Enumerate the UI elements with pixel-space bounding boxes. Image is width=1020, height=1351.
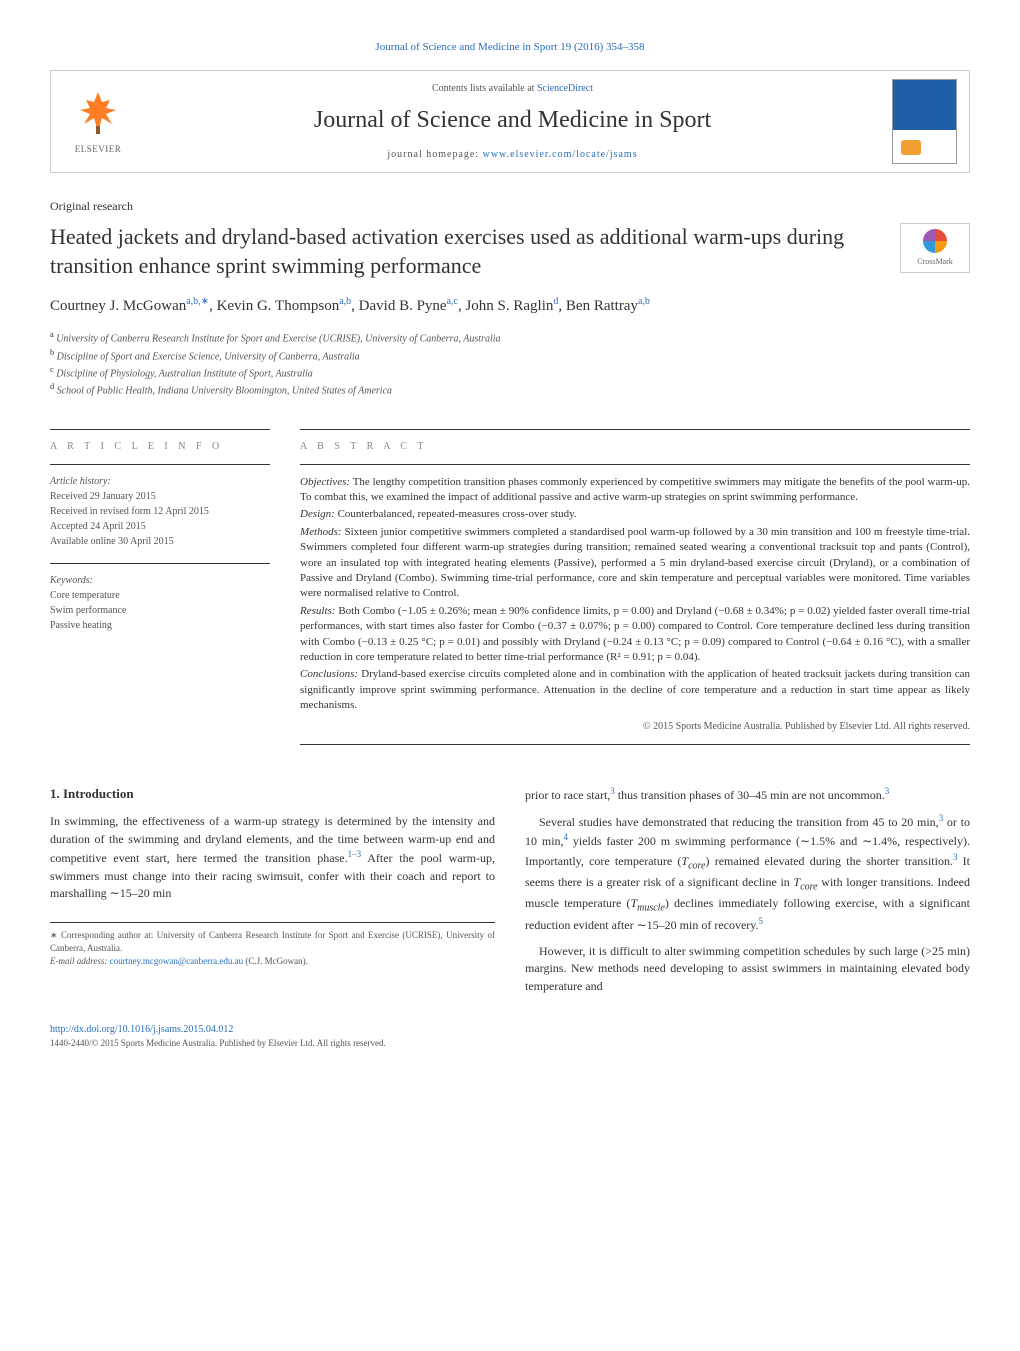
abstract-heading: a b s t r a c t — [300, 440, 970, 454]
crossmark-badge[interactable]: CrossMark — [900, 223, 970, 273]
abstract-copyright: © 2015 Sports Medicine Australia. Publis… — [300, 720, 970, 734]
author-5-affil: a,b — [638, 296, 650, 307]
author-2-affil: a,b — [339, 296, 351, 307]
email-label: E-mail address: — [50, 956, 107, 966]
contents-prefix: Contents lists available at — [432, 83, 537, 94]
online-date: Available online 30 April 2015 — [50, 534, 270, 549]
journal-cover-thumbnail — [892, 79, 957, 164]
issn-copyright: 1440-2440/© 2015 Sports Medicine Austral… — [50, 1037, 970, 1050]
abs-objectives-label: Objectives: — [300, 476, 350, 488]
p2b: thus transition phases of 30–45 min are … — [615, 788, 885, 802]
abs-design-label: Design: — [300, 508, 335, 520]
journal-name: Journal of Science and Medicine in Sport — [133, 104, 892, 138]
author-2: Kevin G. Thompson — [217, 298, 340, 314]
elsevier-tree-icon — [76, 88, 120, 143]
tcore-sub: core — [688, 860, 705, 871]
corr-text: Corresponding author at: University of C… — [50, 930, 495, 953]
p3a: Several studies have demonstrated that r… — [539, 815, 939, 829]
p3d: ) remained elevated during the shorter t… — [706, 854, 953, 868]
journal-citation: Journal of Science and Medicine in Sport… — [50, 40, 970, 55]
tcore-sub-2: core — [800, 881, 817, 892]
corresponding-author-footnote: ∗ Corresponding author at: University of… — [50, 922, 495, 967]
article-info-panel: a r t i c l e i n f o Article history: R… — [50, 419, 270, 755]
author-4-affil: d — [553, 296, 558, 307]
abs-conclusions: Dryland-based exercise circuits complete… — [300, 668, 970, 711]
crossmark-label: CrossMark — [917, 256, 953, 267]
affiliation-a: University of Canberra Research Institut… — [56, 334, 500, 345]
body-two-column: 1. Introduction In swimming, the effecti… — [50, 785, 970, 1003]
keyword-3: Passive heating — [50, 618, 270, 633]
ref-5[interactable]: 5 — [759, 916, 764, 926]
journal-homepage-line: journal homepage: www.elsevier.com/locat… — [133, 148, 892, 162]
revised-date: Received in revised form 12 April 2015 — [50, 504, 270, 519]
journal-masthead: ELSEVIER Contents lists available at Sci… — [50, 70, 970, 173]
elsevier-logo: ELSEVIER — [63, 82, 133, 162]
accepted-date: Accepted 24 April 2015 — [50, 519, 270, 534]
abs-design: Counterbalanced, repeated-measures cross… — [338, 508, 577, 520]
tmuscle-sub: muscle — [637, 902, 665, 913]
history-label: Article history: — [50, 475, 270, 489]
affiliation-d: School of Public Health, Indiana Univers… — [57, 386, 392, 397]
author-1: Courtney J. McGowan — [50, 298, 186, 314]
sciencedirect-link[interactable]: ScienceDirect — [537, 83, 593, 94]
left-column: 1. Introduction In swimming, the effecti… — [50, 785, 495, 1003]
affiliation-list: a University of Canberra Research Instit… — [50, 329, 970, 398]
affiliation-b: Discipline of Sport and Exercise Science… — [57, 351, 360, 362]
email-who: (C.J. McGowan). — [245, 956, 308, 966]
doi-link[interactable]: http://dx.doi.org/10.1016/j.jsams.2015.0… — [50, 1023, 970, 1037]
p4: However, it is difficult to alter swimmi… — [525, 944, 970, 993]
affiliation-c: Discipline of Physiology, Australian Ins… — [56, 368, 313, 379]
article-info-heading: a r t i c l e i n f o — [50, 440, 270, 454]
author-5: Ben Rattray — [566, 298, 638, 314]
received-date: Received 29 January 2015 — [50, 489, 270, 504]
abs-conclusions-label: Conclusions: — [300, 668, 358, 680]
elsevier-label: ELSEVIER — [75, 143, 122, 156]
author-list: Courtney J. McGowana,b,∗, Kevin G. Thomp… — [50, 295, 970, 317]
right-column: prior to race start, 3 thus transition ph… — [525, 785, 970, 1003]
abs-results-label: Results: — [300, 605, 335, 617]
crossmark-icon — [923, 229, 947, 253]
intro-ref-1-3[interactable]: 1–3 — [348, 849, 362, 859]
keywords-label: Keywords: — [50, 574, 270, 588]
author-3-affil: a,c — [447, 296, 458, 307]
keyword-2: Swim performance — [50, 603, 270, 618]
p2a: prior to race start, — [525, 788, 610, 802]
corresponding-email-link[interactable]: courtney.mcgowan@canberra.edu.au — [110, 956, 243, 966]
abs-methods-label: Methods: — [300, 526, 342, 538]
intro-heading: 1. Introduction — [50, 785, 495, 804]
keyword-1: Core temperature — [50, 588, 270, 603]
abstract-panel: a b s t r a c t Objectives: The lengthy … — [300, 419, 970, 755]
corr-marker: ∗ — [50, 930, 58, 940]
ref-3b[interactable]: 3 — [885, 786, 890, 796]
author-3: David B. Pyne — [359, 298, 447, 314]
author-4: John S. Raglin — [465, 298, 553, 314]
journal-homepage-link[interactable]: www.elsevier.com/locate/jsams — [483, 149, 638, 160]
abs-objectives: The lengthy competition transition phase… — [300, 476, 970, 503]
article-type: Original research — [50, 198, 970, 215]
homepage-prefix: journal homepage: — [387, 149, 482, 160]
author-1-affil: a,b,∗ — [186, 296, 209, 307]
abs-results: Both Combo (−1.05 ± 0.26%; mean ± 90% co… — [300, 605, 970, 663]
contents-available-line: Contents lists available at ScienceDirec… — [133, 82, 892, 96]
article-title: Heated jackets and dryland-based activat… — [50, 223, 880, 280]
abs-methods: Sixteen junior competitive swimmers comp… — [300, 526, 970, 600]
